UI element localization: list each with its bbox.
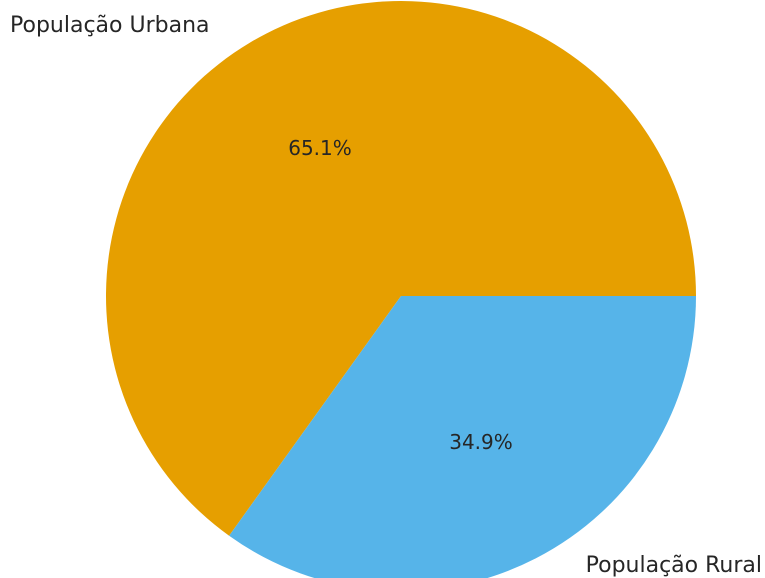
pct-label-urbana: 65.1% xyxy=(288,136,352,160)
pct-label-rural: 34.9% xyxy=(449,430,513,454)
pie-labels: População Urbana População Rural 65.1% 3… xyxy=(10,13,762,578)
pie-slice-urbana xyxy=(105,0,696,536)
pie-slices xyxy=(105,0,696,578)
slice-label-rural: População Rural xyxy=(586,553,762,578)
slice-label-urbana: População Urbana xyxy=(10,13,210,38)
pie-slice-rural xyxy=(229,296,696,578)
